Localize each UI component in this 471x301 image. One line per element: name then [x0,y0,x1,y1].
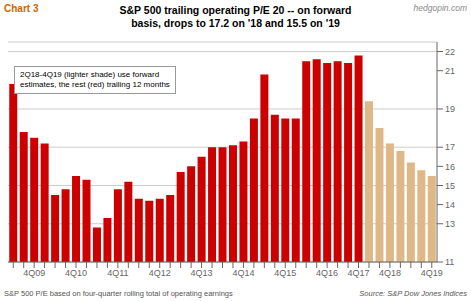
svg-text:4Q16: 4Q16 [316,268,338,278]
html-text:estimates, the rest (red) trai: estimates, the rest (red) trailing 12 mo… [20,80,170,89]
html-text:Chart 3: Chart 3 [4,3,39,14]
svg-text:16: 16 [445,162,455,172]
svg-text:13: 13 [445,219,455,229]
html-text:hedgopin.com: hedgopin.com [413,3,467,13]
html-text:S&P 500 trailing operating P/E: S&P 500 trailing operating P/E 20 -- on … [119,4,352,16]
svg-text:4Q17: 4Q17 [348,268,370,278]
svg-text:4Q15: 4Q15 [274,268,296,278]
html-text:S&P 500 P/E based on four-quar: S&P 500 P/E based on four-quarter rollin… [4,289,233,298]
svg-text:4Q11: 4Q11 [107,268,128,278]
svg-text:11: 11 [445,257,454,267]
svg-text:4Q12: 4Q12 [149,268,171,278]
svg-text:4Q09: 4Q09 [23,268,45,278]
svg-text:21: 21 [445,66,455,76]
svg-text:4Q19: 4Q19 [421,268,443,278]
svg-text:4Q18: 4Q18 [379,268,401,278]
html-text:basis, drops to 17.2 on '18 an: basis, drops to 17.2 on '18 and 15.5 on … [131,17,340,29]
svg-text:19: 19 [445,104,455,114]
svg-text:17: 17 [445,142,455,152]
svg-text:4Q13: 4Q13 [191,268,213,278]
svg-text:14: 14 [445,200,455,210]
svg-text:4Q10: 4Q10 [65,268,87,278]
svg-text:22: 22 [445,47,455,57]
svg-text:4Q14: 4Q14 [232,268,254,278]
html-text:Source: S&P Dow Jones Indices: Source: S&P Dow Jones Indices [359,289,467,298]
svg-text:15: 15 [445,181,455,191]
html-text:2Q18-4Q19 (lighter shade) use: 2Q18-4Q19 (lighter shade) use forward [20,70,160,79]
